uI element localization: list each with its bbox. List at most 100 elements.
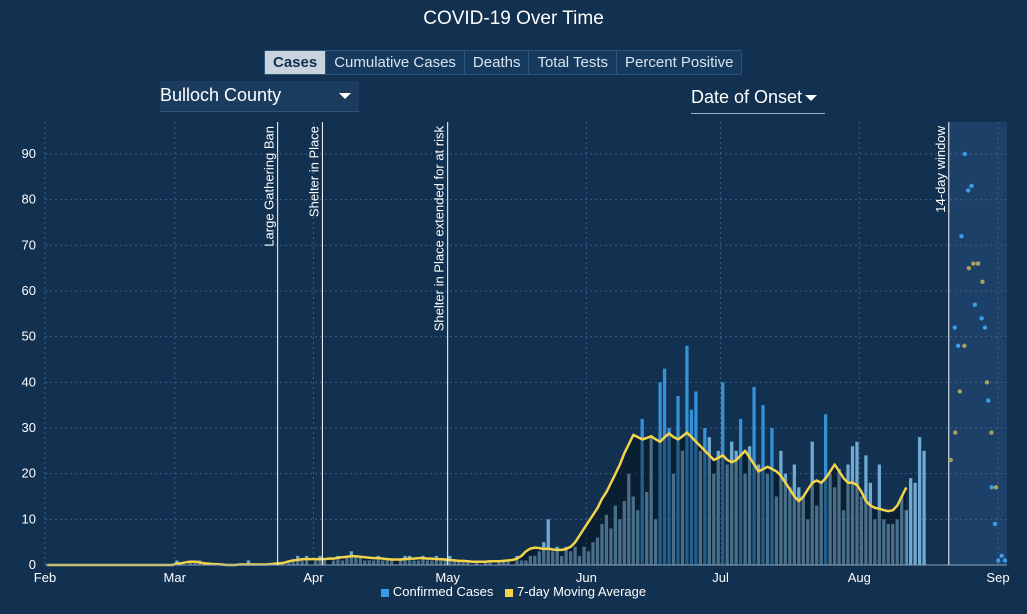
window-case-point [989, 485, 994, 490]
case-bar [501, 560, 506, 565]
annotation-label: 14-day window [933, 125, 948, 212]
window-average-point [971, 261, 976, 266]
case-bar [305, 555, 309, 565]
case-bar [667, 427, 671, 565]
case-bar [631, 496, 635, 565]
case-bar [291, 560, 295, 565]
tab-cases[interactable]: Cases [265, 51, 327, 74]
case-bar [810, 441, 814, 565]
case-bar [698, 450, 703, 565]
case-bar [349, 551, 354, 565]
case-bar [680, 450, 685, 565]
case-bar [372, 560, 376, 565]
case-bar [577, 555, 582, 565]
case-bar [363, 560, 367, 565]
case-bar [564, 546, 568, 565]
case-bar [416, 560, 421, 565]
case-bar [421, 555, 425, 565]
case-bar [716, 450, 720, 565]
case-bar [806, 519, 810, 565]
case-bar [895, 519, 899, 565]
window-case-point [959, 233, 964, 239]
case-bar [287, 560, 291, 565]
case-bar [649, 437, 653, 565]
case-bar [246, 560, 251, 565]
window-case-point [972, 302, 978, 307]
window-case-point [965, 188, 971, 193]
window-average-point [966, 265, 972, 271]
window-average-point [980, 279, 985, 285]
case-bar [322, 560, 327, 565]
case-bar [354, 555, 358, 565]
case-bar [909, 478, 913, 565]
chart-title: COVID-19 Over Time [423, 8, 604, 29]
case-bar [747, 446, 752, 565]
case-bar [586, 551, 591, 565]
window-case-point [986, 398, 991, 403]
case-bar [900, 496, 904, 565]
case-bar [815, 505, 819, 565]
y-tick-label: 90 [22, 146, 36, 161]
case-bar [506, 560, 510, 565]
case-bar [913, 482, 917, 565]
case-bar [443, 560, 447, 565]
tab-cumulative-cases[interactable]: Cumulative Cases [326, 51, 465, 74]
case-bar [658, 382, 662, 565]
county-select[interactable]: Bulloch County [160, 81, 359, 112]
case-bar [662, 368, 667, 565]
case-bar [591, 542, 595, 565]
case-bar [721, 382, 725, 565]
case-bar [734, 450, 738, 565]
x-tick-label: Sep [986, 570, 1009, 585]
y-tick-label: 30 [22, 420, 36, 435]
case-bar [528, 555, 532, 565]
window-case-point [992, 521, 998, 527]
case-bar [770, 427, 774, 565]
case-bar [452, 560, 456, 565]
x-tick-label: Jun [576, 570, 597, 585]
case-bar [367, 560, 371, 565]
case-bar [832, 487, 837, 565]
window-average-point [975, 261, 981, 266]
case-bar [855, 441, 859, 565]
case-bar [653, 519, 658, 565]
date-type-select[interactable]: Date of Onset [691, 83, 825, 114]
window-average-point [962, 343, 967, 348]
case-bar [765, 473, 770, 565]
case-bar [738, 418, 743, 565]
window-case-point [999, 553, 1004, 559]
case-bar [466, 560, 470, 565]
y-tick-label: 20 [22, 466, 36, 481]
case-bar [645, 491, 649, 565]
tab-percent-positive[interactable]: Percent Positive [617, 51, 742, 74]
case-bar [358, 555, 362, 565]
date-type-select-value: Date of Onset [691, 87, 803, 107]
case-bar [917, 437, 922, 565]
case-bar [819, 482, 823, 565]
legend-item-confirmed[interactable]: Confirmed Cases [380, 584, 493, 599]
case-bar [707, 437, 711, 565]
case-bar [555, 546, 559, 565]
window-shade [948, 122, 1007, 565]
case-bar [703, 427, 707, 565]
case-bar [439, 560, 443, 565]
tab-deaths[interactable]: Deaths [464, 51, 530, 74]
case-bar [774, 496, 779, 565]
window-average-point [953, 430, 958, 435]
case-bar [761, 405, 765, 565]
window-average-point [993, 485, 999, 490]
case-bar [886, 523, 890, 565]
tab-total-tests[interactable]: Total Tests [529, 51, 618, 74]
case-bar [779, 450, 783, 565]
case-bar [712, 473, 716, 565]
y-tick-label: 40 [22, 374, 36, 389]
case-bar [537, 551, 541, 565]
case-bar [300, 560, 304, 565]
legend-item-moving-average[interactable]: 7-day Moving Average [504, 584, 646, 599]
case-bar [792, 464, 796, 565]
case-bar [676, 396, 680, 565]
case-bar [859, 496, 864, 565]
case-bar [313, 560, 318, 565]
window-case-point [1002, 558, 1008, 563]
case-bar [636, 510, 640, 565]
